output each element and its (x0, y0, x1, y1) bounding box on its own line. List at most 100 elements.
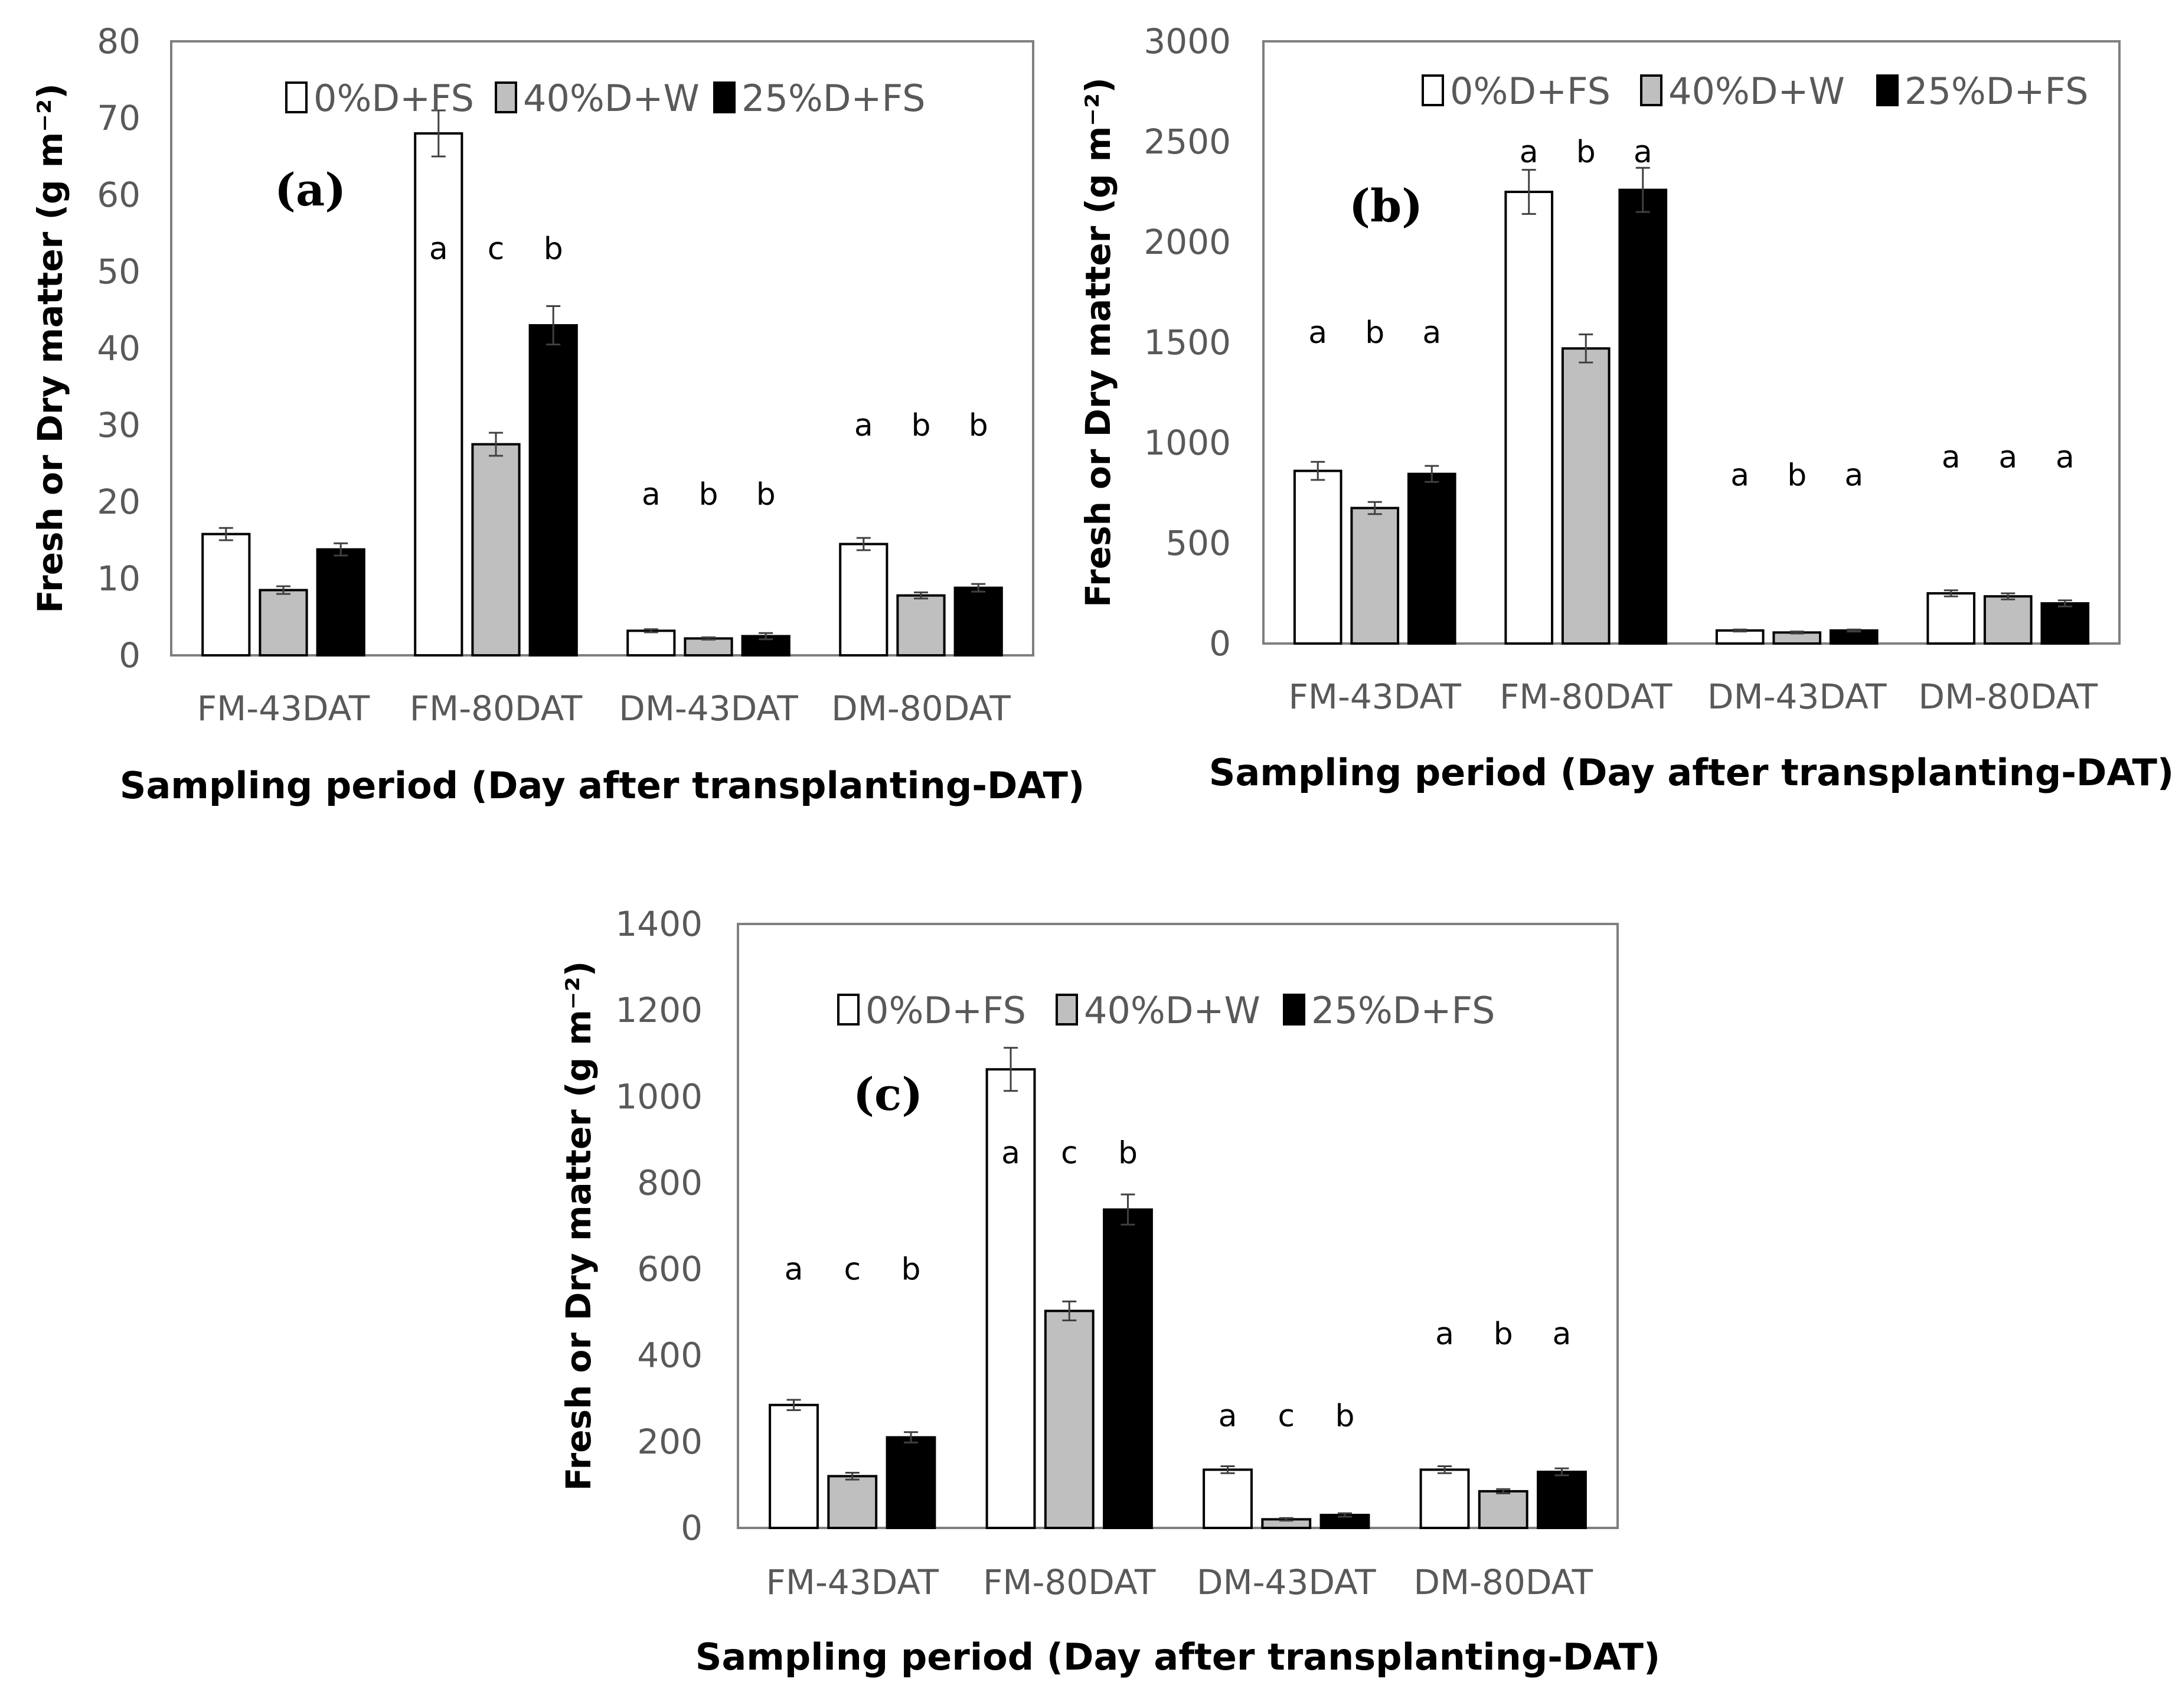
error-bar (759, 632, 773, 641)
x-tick-label: FM-43DAT (1289, 677, 1462, 717)
y-tick-label: 0 (1209, 623, 1231, 664)
legend-swatch-0%D+FS (285, 81, 308, 113)
significance-letter: b (1118, 1135, 1138, 1171)
significance-letter: c (1278, 1399, 1295, 1434)
significance-letter: a (854, 408, 873, 443)
significance-letter: a (1520, 135, 1538, 170)
x-tick-label: FM-80DAT (983, 1562, 1156, 1602)
y-tick-label: 2500 (1144, 122, 1231, 162)
significance-letter: a (1001, 1135, 1020, 1171)
error-bar (914, 591, 928, 600)
bar-DM-43DAT-25%D+FS (1829, 629, 1879, 645)
error-bar (1579, 333, 1593, 364)
significance-letter: a (642, 477, 661, 512)
y-tick-label: 50 (97, 252, 141, 292)
legend-swatch-25%D+FS (1283, 994, 1305, 1026)
x-tick-label: FM-80DAT (410, 688, 583, 729)
y-tick-label: 600 (637, 1249, 703, 1289)
significance-letter: b (544, 231, 563, 267)
error-bar (489, 432, 503, 457)
legend: 0%D+FS 40%D+W 25%D+FS (285, 77, 925, 120)
significance-letter: c (488, 231, 505, 267)
significance-letter: b (911, 408, 930, 443)
significance-letter: a (1844, 458, 1863, 493)
x-axis-title: Sampling period (Day after transplanting… (1209, 751, 2174, 794)
legend-label: 40%D+W (1084, 989, 1260, 1032)
chart-panel-2: 0 500 1000 1500 2000 2500 3000 Fresh or Dry mat… (1078, 21, 2174, 794)
bar-DM-43DAT-0%D+FS (626, 629, 676, 657)
bar-DM-43DAT-0%D+FS (1715, 629, 1765, 645)
error-bar (1004, 1047, 1018, 1092)
bar-FM-80DAT-25%D+FS (1103, 1208, 1153, 1530)
y-tick-label: 40 (97, 328, 141, 368)
error-bar (856, 537, 871, 551)
bar-DM-80DAT-0%D+FS (839, 543, 889, 657)
error-bar (276, 585, 290, 595)
bar-DM-80DAT-40%D+W (1478, 1490, 1528, 1530)
legend-swatch-40%D+W (1640, 74, 1662, 106)
error-bar (1635, 166, 1650, 213)
significance-letter: a (1942, 440, 1961, 475)
y-tick-label: 3000 (1144, 21, 1231, 61)
bar-DM-43DAT-0%D+FS (1203, 1468, 1253, 1529)
y-tick-label: 1000 (615, 1076, 703, 1116)
bar-DM-80DAT-25%D+FS (2040, 602, 2090, 645)
error-bar (903, 1431, 918, 1444)
plot-area-frame (1262, 40, 2121, 645)
bar-FM-80DAT-25%D+FS (1618, 188, 1668, 645)
error-bar (1733, 628, 1747, 633)
x-tick-label: DM-43DAT (1707, 677, 1887, 717)
significance-letter: a (785, 1252, 803, 1288)
legend-label: 25%D+FS (742, 77, 925, 120)
error-bar (1554, 1467, 1569, 1477)
legend-label: 0%D+FS (865, 989, 1026, 1032)
significance-letter: a (1422, 315, 1441, 351)
significance-letter: b (901, 1252, 920, 1288)
significance-letter: a (1634, 135, 1652, 170)
legend-label: 40%D+W (1668, 70, 1845, 113)
error-bar (1789, 631, 1804, 635)
y-tick-label: 80 (97, 21, 141, 61)
y-axis-title: Fresh or Dry matter (g m⁻²) (1078, 77, 1118, 608)
y-tick-label: 500 (1165, 523, 1231, 563)
y-tick-label: 70 (97, 98, 141, 138)
legend-swatch-40%D+W (1056, 994, 1078, 1026)
y-tick-label: 20 (97, 482, 141, 522)
x-tick-label: FM-43DAT (766, 1562, 939, 1602)
significance-letter: b (1335, 1399, 1354, 1434)
panel-label: (b) (1349, 179, 1423, 232)
y-tick-label: 1500 (1144, 322, 1231, 362)
legend-swatch-40%D+W (495, 81, 517, 113)
significance-letter: c (1061, 1135, 1078, 1171)
y-tick-label: 1000 (1144, 423, 1231, 463)
bar-DM-80DAT-40%D+W (1983, 595, 2033, 645)
legend-swatch-25%D+FS (1876, 74, 1899, 106)
bar-FM-80DAT-40%D+W (471, 443, 521, 657)
error-bar (1521, 169, 1536, 215)
bar-FM-43DAT-25%D+FS (316, 548, 365, 657)
error-bar (644, 628, 658, 633)
error-bar (546, 305, 561, 345)
error-bar (431, 109, 446, 158)
significance-letter: b (698, 477, 718, 512)
legend-label: 0%D+FS (313, 77, 474, 120)
legend-label: 25%D+FS (1311, 989, 1495, 1032)
significance-letter: a (429, 231, 448, 267)
error-bar (845, 1471, 860, 1481)
bar-FM-43DAT-25%D+FS (1407, 472, 1456, 645)
legend: 0%D+FS 40%D+W 25%D+FS (837, 989, 1495, 1032)
error-bar (701, 636, 716, 641)
error-bar (218, 527, 233, 541)
x-tick-label: DM-43DAT (1197, 1562, 1376, 1602)
y-tick-label: 1400 (615, 904, 703, 944)
bar-DM-80DAT-0%D+FS (1926, 592, 1976, 645)
error-bar (1279, 1517, 1293, 1522)
error-bar (1943, 589, 1958, 597)
significance-letter: a (1553, 1317, 1572, 1352)
bar-FM-80DAT-25%D+FS (528, 324, 578, 657)
bar-DM-80DAT-25%D+FS (1537, 1471, 1587, 1529)
y-axis-title: Fresh or Dry matter (g m⁻²) (30, 83, 70, 613)
error-bar (1311, 461, 1325, 481)
y-tick-label: 0 (681, 1508, 703, 1548)
y-tick-label: 30 (97, 405, 141, 445)
